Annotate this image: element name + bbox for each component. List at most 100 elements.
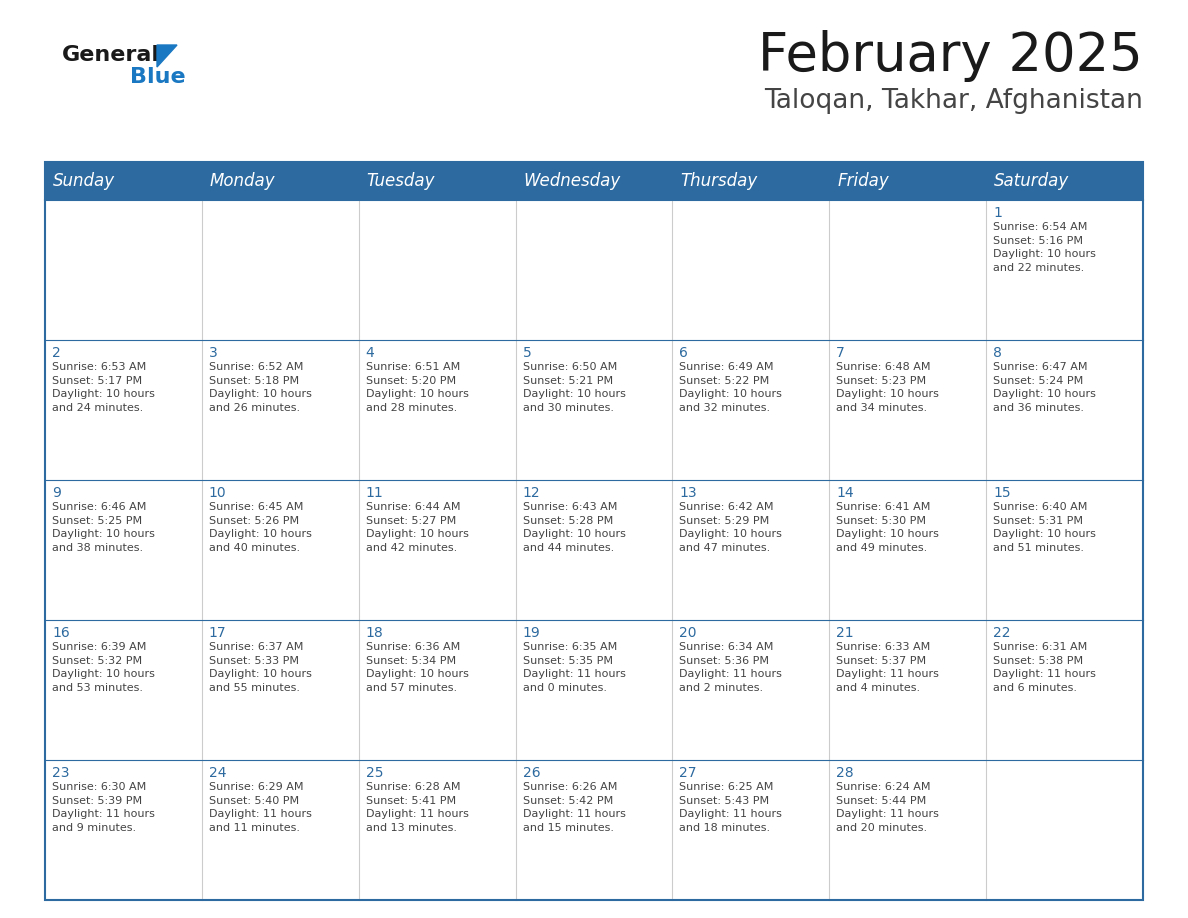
Text: 28: 28 xyxy=(836,766,854,780)
Text: 22: 22 xyxy=(993,626,1011,640)
Text: Sunrise: 6:28 AM
Sunset: 5:41 PM
Daylight: 11 hours
and 13 minutes.: Sunrise: 6:28 AM Sunset: 5:41 PM Dayligh… xyxy=(366,782,468,833)
Bar xyxy=(202,340,359,480)
Text: 16: 16 xyxy=(52,626,70,640)
Bar xyxy=(45,480,202,620)
Bar xyxy=(829,760,986,900)
Text: Sunrise: 6:52 AM
Sunset: 5:18 PM
Daylight: 10 hours
and 26 minutes.: Sunrise: 6:52 AM Sunset: 5:18 PM Dayligh… xyxy=(209,362,311,413)
Bar xyxy=(516,760,672,900)
Text: Taloqan, Takhar, Afghanistan: Taloqan, Takhar, Afghanistan xyxy=(764,88,1143,114)
Text: Friday: Friday xyxy=(838,172,889,190)
Text: Sunrise: 6:48 AM
Sunset: 5:23 PM
Daylight: 10 hours
and 34 minutes.: Sunrise: 6:48 AM Sunset: 5:23 PM Dayligh… xyxy=(836,362,940,413)
Text: 25: 25 xyxy=(366,766,384,780)
Text: Sunrise: 6:47 AM
Sunset: 5:24 PM
Daylight: 10 hours
and 36 minutes.: Sunrise: 6:47 AM Sunset: 5:24 PM Dayligh… xyxy=(993,362,1097,413)
Text: Sunrise: 6:41 AM
Sunset: 5:30 PM
Daylight: 10 hours
and 49 minutes.: Sunrise: 6:41 AM Sunset: 5:30 PM Dayligh… xyxy=(836,502,940,553)
Text: 26: 26 xyxy=(523,766,541,780)
Text: Sunrise: 6:40 AM
Sunset: 5:31 PM
Daylight: 10 hours
and 51 minutes.: Sunrise: 6:40 AM Sunset: 5:31 PM Dayligh… xyxy=(993,502,1097,553)
Text: Sunrise: 6:29 AM
Sunset: 5:40 PM
Daylight: 11 hours
and 11 minutes.: Sunrise: 6:29 AM Sunset: 5:40 PM Dayligh… xyxy=(209,782,311,833)
Text: Thursday: Thursday xyxy=(681,172,758,190)
Bar xyxy=(829,480,986,620)
Bar xyxy=(986,480,1143,620)
Bar xyxy=(672,200,829,340)
Bar xyxy=(986,620,1143,760)
Text: 14: 14 xyxy=(836,486,854,500)
Text: 1: 1 xyxy=(993,206,1001,220)
Bar xyxy=(829,620,986,760)
Text: February 2025: February 2025 xyxy=(758,30,1143,82)
Text: 2: 2 xyxy=(52,346,61,360)
Text: Sunrise: 6:26 AM
Sunset: 5:42 PM
Daylight: 11 hours
and 15 minutes.: Sunrise: 6:26 AM Sunset: 5:42 PM Dayligh… xyxy=(523,782,625,833)
Bar xyxy=(516,340,672,480)
Bar xyxy=(45,162,1143,900)
Text: 24: 24 xyxy=(209,766,227,780)
Bar xyxy=(672,620,829,760)
Text: 21: 21 xyxy=(836,626,854,640)
Text: Sunrise: 6:53 AM
Sunset: 5:17 PM
Daylight: 10 hours
and 24 minutes.: Sunrise: 6:53 AM Sunset: 5:17 PM Dayligh… xyxy=(52,362,154,413)
Text: 18: 18 xyxy=(366,626,384,640)
Bar xyxy=(202,200,359,340)
Text: Sunrise: 6:54 AM
Sunset: 5:16 PM
Daylight: 10 hours
and 22 minutes.: Sunrise: 6:54 AM Sunset: 5:16 PM Dayligh… xyxy=(993,222,1097,273)
Text: 19: 19 xyxy=(523,626,541,640)
Bar xyxy=(202,480,359,620)
Bar xyxy=(516,480,672,620)
Bar xyxy=(359,480,516,620)
Text: Sunrise: 6:25 AM
Sunset: 5:43 PM
Daylight: 11 hours
and 18 minutes.: Sunrise: 6:25 AM Sunset: 5:43 PM Dayligh… xyxy=(680,782,783,833)
Text: Wednesday: Wednesday xyxy=(524,172,621,190)
Bar xyxy=(202,620,359,760)
Bar xyxy=(359,620,516,760)
Text: Sunrise: 6:44 AM
Sunset: 5:27 PM
Daylight: 10 hours
and 42 minutes.: Sunrise: 6:44 AM Sunset: 5:27 PM Dayligh… xyxy=(366,502,468,553)
Text: Sunrise: 6:24 AM
Sunset: 5:44 PM
Daylight: 11 hours
and 20 minutes.: Sunrise: 6:24 AM Sunset: 5:44 PM Dayligh… xyxy=(836,782,940,833)
Text: 10: 10 xyxy=(209,486,227,500)
Text: 3: 3 xyxy=(209,346,217,360)
Text: 20: 20 xyxy=(680,626,697,640)
Text: 15: 15 xyxy=(993,486,1011,500)
Bar xyxy=(202,760,359,900)
Text: Sunrise: 6:43 AM
Sunset: 5:28 PM
Daylight: 10 hours
and 44 minutes.: Sunrise: 6:43 AM Sunset: 5:28 PM Dayligh… xyxy=(523,502,625,553)
Text: Sunrise: 6:51 AM
Sunset: 5:20 PM
Daylight: 10 hours
and 28 minutes.: Sunrise: 6:51 AM Sunset: 5:20 PM Dayligh… xyxy=(366,362,468,413)
Text: Sunrise: 6:50 AM
Sunset: 5:21 PM
Daylight: 10 hours
and 30 minutes.: Sunrise: 6:50 AM Sunset: 5:21 PM Dayligh… xyxy=(523,362,625,413)
Text: Sunrise: 6:42 AM
Sunset: 5:29 PM
Daylight: 10 hours
and 47 minutes.: Sunrise: 6:42 AM Sunset: 5:29 PM Dayligh… xyxy=(680,502,783,553)
Text: Sunrise: 6:36 AM
Sunset: 5:34 PM
Daylight: 10 hours
and 57 minutes.: Sunrise: 6:36 AM Sunset: 5:34 PM Dayligh… xyxy=(366,642,468,693)
Text: Monday: Monday xyxy=(210,172,276,190)
Bar xyxy=(45,340,202,480)
Text: Sunrise: 6:49 AM
Sunset: 5:22 PM
Daylight: 10 hours
and 32 minutes.: Sunrise: 6:49 AM Sunset: 5:22 PM Dayligh… xyxy=(680,362,783,413)
Text: 11: 11 xyxy=(366,486,384,500)
Text: 27: 27 xyxy=(680,766,697,780)
Bar xyxy=(986,760,1143,900)
Text: Sunrise: 6:31 AM
Sunset: 5:38 PM
Daylight: 11 hours
and 6 minutes.: Sunrise: 6:31 AM Sunset: 5:38 PM Dayligh… xyxy=(993,642,1097,693)
Bar xyxy=(986,340,1143,480)
Text: Tuesday: Tuesday xyxy=(367,172,435,190)
Text: 4: 4 xyxy=(366,346,374,360)
Text: Sunrise: 6:46 AM
Sunset: 5:25 PM
Daylight: 10 hours
and 38 minutes.: Sunrise: 6:46 AM Sunset: 5:25 PM Dayligh… xyxy=(52,502,154,553)
Bar xyxy=(672,480,829,620)
Text: Sunrise: 6:33 AM
Sunset: 5:37 PM
Daylight: 11 hours
and 4 minutes.: Sunrise: 6:33 AM Sunset: 5:37 PM Dayligh… xyxy=(836,642,940,693)
Bar xyxy=(986,200,1143,340)
Text: General: General xyxy=(62,45,160,65)
Text: Sunrise: 6:39 AM
Sunset: 5:32 PM
Daylight: 10 hours
and 53 minutes.: Sunrise: 6:39 AM Sunset: 5:32 PM Dayligh… xyxy=(52,642,154,693)
Text: 8: 8 xyxy=(993,346,1001,360)
Text: Saturday: Saturday xyxy=(994,172,1069,190)
Text: Sunrise: 6:35 AM
Sunset: 5:35 PM
Daylight: 11 hours
and 0 minutes.: Sunrise: 6:35 AM Sunset: 5:35 PM Dayligh… xyxy=(523,642,625,693)
Bar xyxy=(45,162,1143,200)
Text: Sunday: Sunday xyxy=(53,172,115,190)
Text: 9: 9 xyxy=(52,486,61,500)
Bar xyxy=(829,200,986,340)
Text: Blue: Blue xyxy=(129,67,185,87)
Bar xyxy=(359,760,516,900)
Text: 7: 7 xyxy=(836,346,845,360)
Text: 5: 5 xyxy=(523,346,531,360)
Text: 23: 23 xyxy=(52,766,70,780)
Bar xyxy=(45,620,202,760)
Text: Sunrise: 6:30 AM
Sunset: 5:39 PM
Daylight: 11 hours
and 9 minutes.: Sunrise: 6:30 AM Sunset: 5:39 PM Dayligh… xyxy=(52,782,154,833)
Text: Sunrise: 6:45 AM
Sunset: 5:26 PM
Daylight: 10 hours
and 40 minutes.: Sunrise: 6:45 AM Sunset: 5:26 PM Dayligh… xyxy=(209,502,311,553)
Text: 13: 13 xyxy=(680,486,697,500)
Text: Sunrise: 6:34 AM
Sunset: 5:36 PM
Daylight: 11 hours
and 2 minutes.: Sunrise: 6:34 AM Sunset: 5:36 PM Dayligh… xyxy=(680,642,783,693)
Bar xyxy=(516,620,672,760)
Text: 12: 12 xyxy=(523,486,541,500)
Bar xyxy=(359,340,516,480)
Bar xyxy=(45,760,202,900)
Bar xyxy=(359,200,516,340)
Polygon shape xyxy=(157,45,177,67)
Text: Sunrise: 6:37 AM
Sunset: 5:33 PM
Daylight: 10 hours
and 55 minutes.: Sunrise: 6:37 AM Sunset: 5:33 PM Dayligh… xyxy=(209,642,311,693)
Bar xyxy=(516,200,672,340)
Text: 6: 6 xyxy=(680,346,688,360)
